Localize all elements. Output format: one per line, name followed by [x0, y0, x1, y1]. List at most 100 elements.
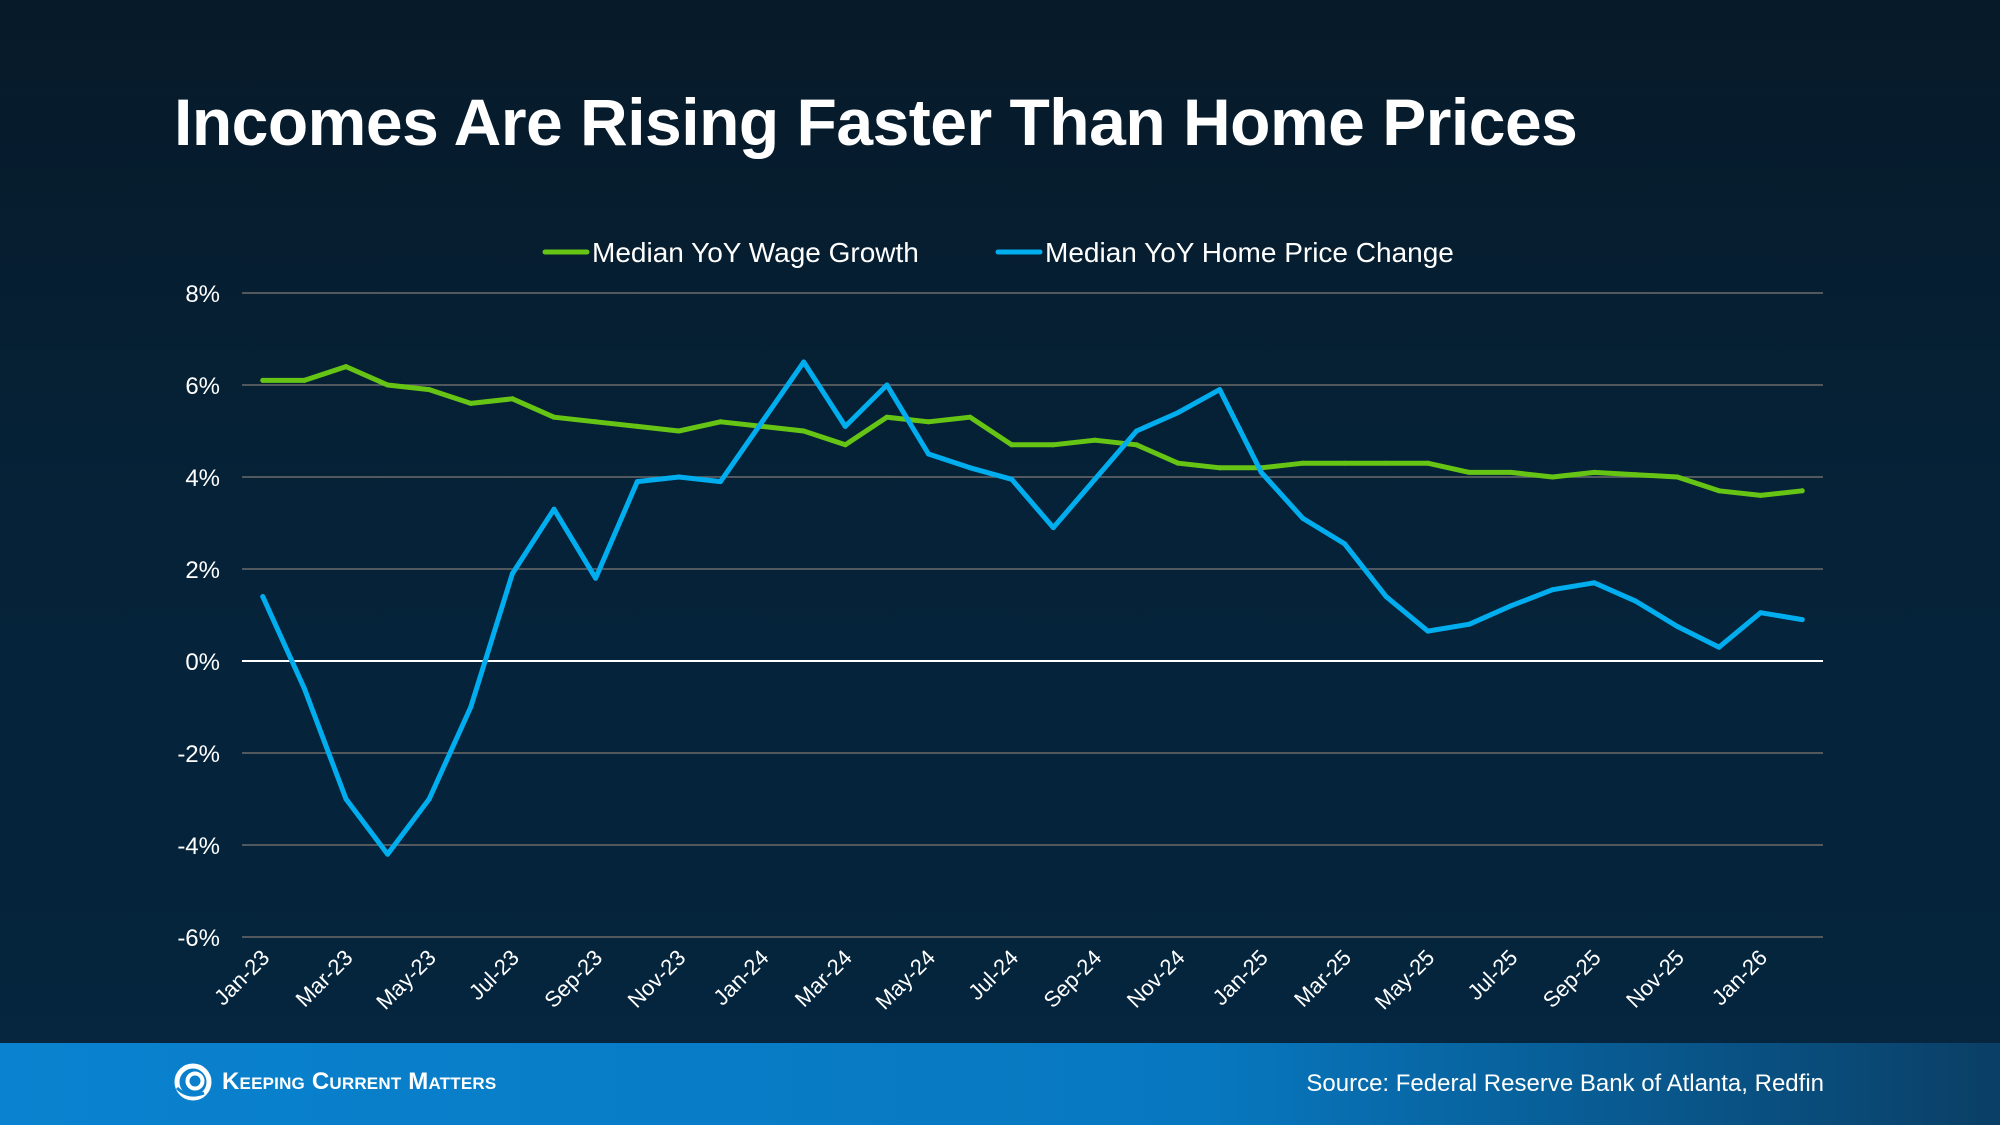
- data-point: [593, 419, 599, 425]
- data-point: [1591, 469, 1597, 475]
- data-point: [634, 479, 640, 485]
- data-point: [1217, 387, 1223, 393]
- data-point: [1633, 472, 1639, 478]
- data-point: [1508, 469, 1514, 475]
- legend-label: Median YoY Wage Growth: [592, 237, 919, 268]
- data-point: [385, 851, 391, 857]
- data-point: [801, 359, 807, 365]
- data-point: [717, 479, 723, 485]
- data-point: [1716, 488, 1722, 494]
- logo-text: Keeping Current Matters: [222, 1068, 497, 1095]
- source-note: Source: Federal Reserve Bank of Atlanta,…: [1306, 1070, 1824, 1097]
- data-point: [1217, 465, 1223, 471]
- data-point: [842, 423, 848, 429]
- data-point: [1134, 442, 1140, 448]
- data-point: [1466, 469, 1472, 475]
- y-tick-label: 6%: [185, 373, 220, 400]
- x-tick-label: Jul-23: [464, 945, 524, 1005]
- data-point: [1425, 628, 1431, 634]
- data-point: [1758, 492, 1764, 498]
- data-point: [260, 594, 266, 600]
- data-point: [1550, 587, 1556, 593]
- data-point: [1758, 610, 1764, 616]
- data-point: [925, 419, 931, 425]
- data-point: [717, 419, 723, 425]
- swirl-logo-icon: [174, 1063, 212, 1101]
- data-point: [551, 414, 557, 420]
- data-point: [385, 382, 391, 388]
- data-point: [301, 686, 307, 692]
- data-point: [759, 419, 765, 425]
- data-point: [1674, 474, 1680, 480]
- x-tick-label: Jan-24: [708, 945, 773, 1010]
- data-point: [676, 428, 682, 434]
- data-point: [343, 796, 349, 802]
- data-point: [1466, 621, 1472, 627]
- y-tick-label: -6%: [177, 925, 220, 952]
- data-point: [509, 396, 515, 402]
- data-point: [1425, 460, 1431, 466]
- x-tick-label: Jan-26: [1707, 945, 1772, 1010]
- x-tick-label: Jul-25: [1462, 945, 1522, 1005]
- x-tick-label: May-25: [1370, 945, 1440, 1015]
- x-tick-label: Sep-24: [1039, 945, 1107, 1013]
- data-point: [1092, 476, 1098, 482]
- data-point: [1716, 644, 1722, 650]
- data-point: [884, 414, 890, 420]
- data-point: [1550, 474, 1556, 480]
- data-point: [1009, 476, 1015, 482]
- y-axis: 8% 6% 4% 2% 0% -2% -4% -6%: [177, 281, 220, 952]
- x-tick-label: Jan-25: [1208, 945, 1273, 1010]
- data-point: [1508, 603, 1514, 609]
- data-point: [593, 575, 599, 581]
- data-point: [884, 382, 890, 388]
- data-point: [1092, 437, 1098, 443]
- x-tick-label: Mar-24: [790, 945, 857, 1012]
- data-point: [1300, 460, 1306, 466]
- x-axis: Jan-23 Mar-23 May-23 Jul-23 Sep-23 Nov-23 Jan-…: [209, 945, 1772, 1015]
- data-point: [676, 474, 682, 480]
- x-tick-label: May-24: [870, 945, 940, 1015]
- data-point: [842, 442, 848, 448]
- brand-logo: Keeping Current Matters: [174, 1063, 496, 1101]
- data-point: [1342, 541, 1348, 547]
- data-point: [1383, 594, 1389, 600]
- home-price-line: [260, 359, 1805, 857]
- data-point: [468, 400, 474, 406]
- x-tick-label: Sep-25: [1538, 945, 1606, 1013]
- data-point: [634, 423, 640, 429]
- data-point: [1591, 580, 1597, 586]
- data-point: [967, 465, 973, 471]
- data-point: [301, 377, 307, 383]
- y-tick-label: -4%: [177, 833, 220, 860]
- y-tick-label: -2%: [177, 741, 220, 768]
- line-chart: Median YoY Wage Growth Median YoY Home Pr…: [177, 237, 1823, 1015]
- gridlines: [242, 292, 1823, 938]
- data-point: [1674, 624, 1680, 629]
- footer: Keeping Current Matters Source: Federal …: [0, 1043, 2000, 1125]
- x-tick-label: May-23: [371, 945, 441, 1015]
- y-tick-label: 4%: [185, 465, 220, 492]
- data-point: [1799, 617, 1805, 623]
- data-point: [1009, 442, 1015, 448]
- data-point: [1633, 598, 1639, 604]
- data-point: [925, 451, 931, 457]
- series-lines: [260, 359, 1805, 857]
- x-tick-label: Nov-25: [1621, 945, 1689, 1013]
- data-point: [1258, 469, 1264, 475]
- x-tick-label: Mar-25: [1289, 945, 1356, 1012]
- y-tick-label: 2%: [185, 557, 220, 584]
- data-point: [1799, 488, 1805, 494]
- x-tick-label: Nov-24: [1122, 945, 1190, 1013]
- x-tick-label: Sep-23: [539, 945, 607, 1013]
- x-tick-label: Jan-23: [209, 945, 274, 1010]
- legend-label: Median YoY Home Price Change: [1045, 237, 1454, 268]
- data-point: [1050, 525, 1056, 531]
- y-tick-label: 8%: [185, 281, 220, 308]
- data-point: [343, 364, 349, 370]
- data-point: [1175, 460, 1181, 466]
- x-tick-label: Jul-24: [963, 945, 1023, 1005]
- data-point: [1175, 410, 1181, 416]
- data-point: [426, 387, 432, 393]
- data-point: [1383, 460, 1389, 466]
